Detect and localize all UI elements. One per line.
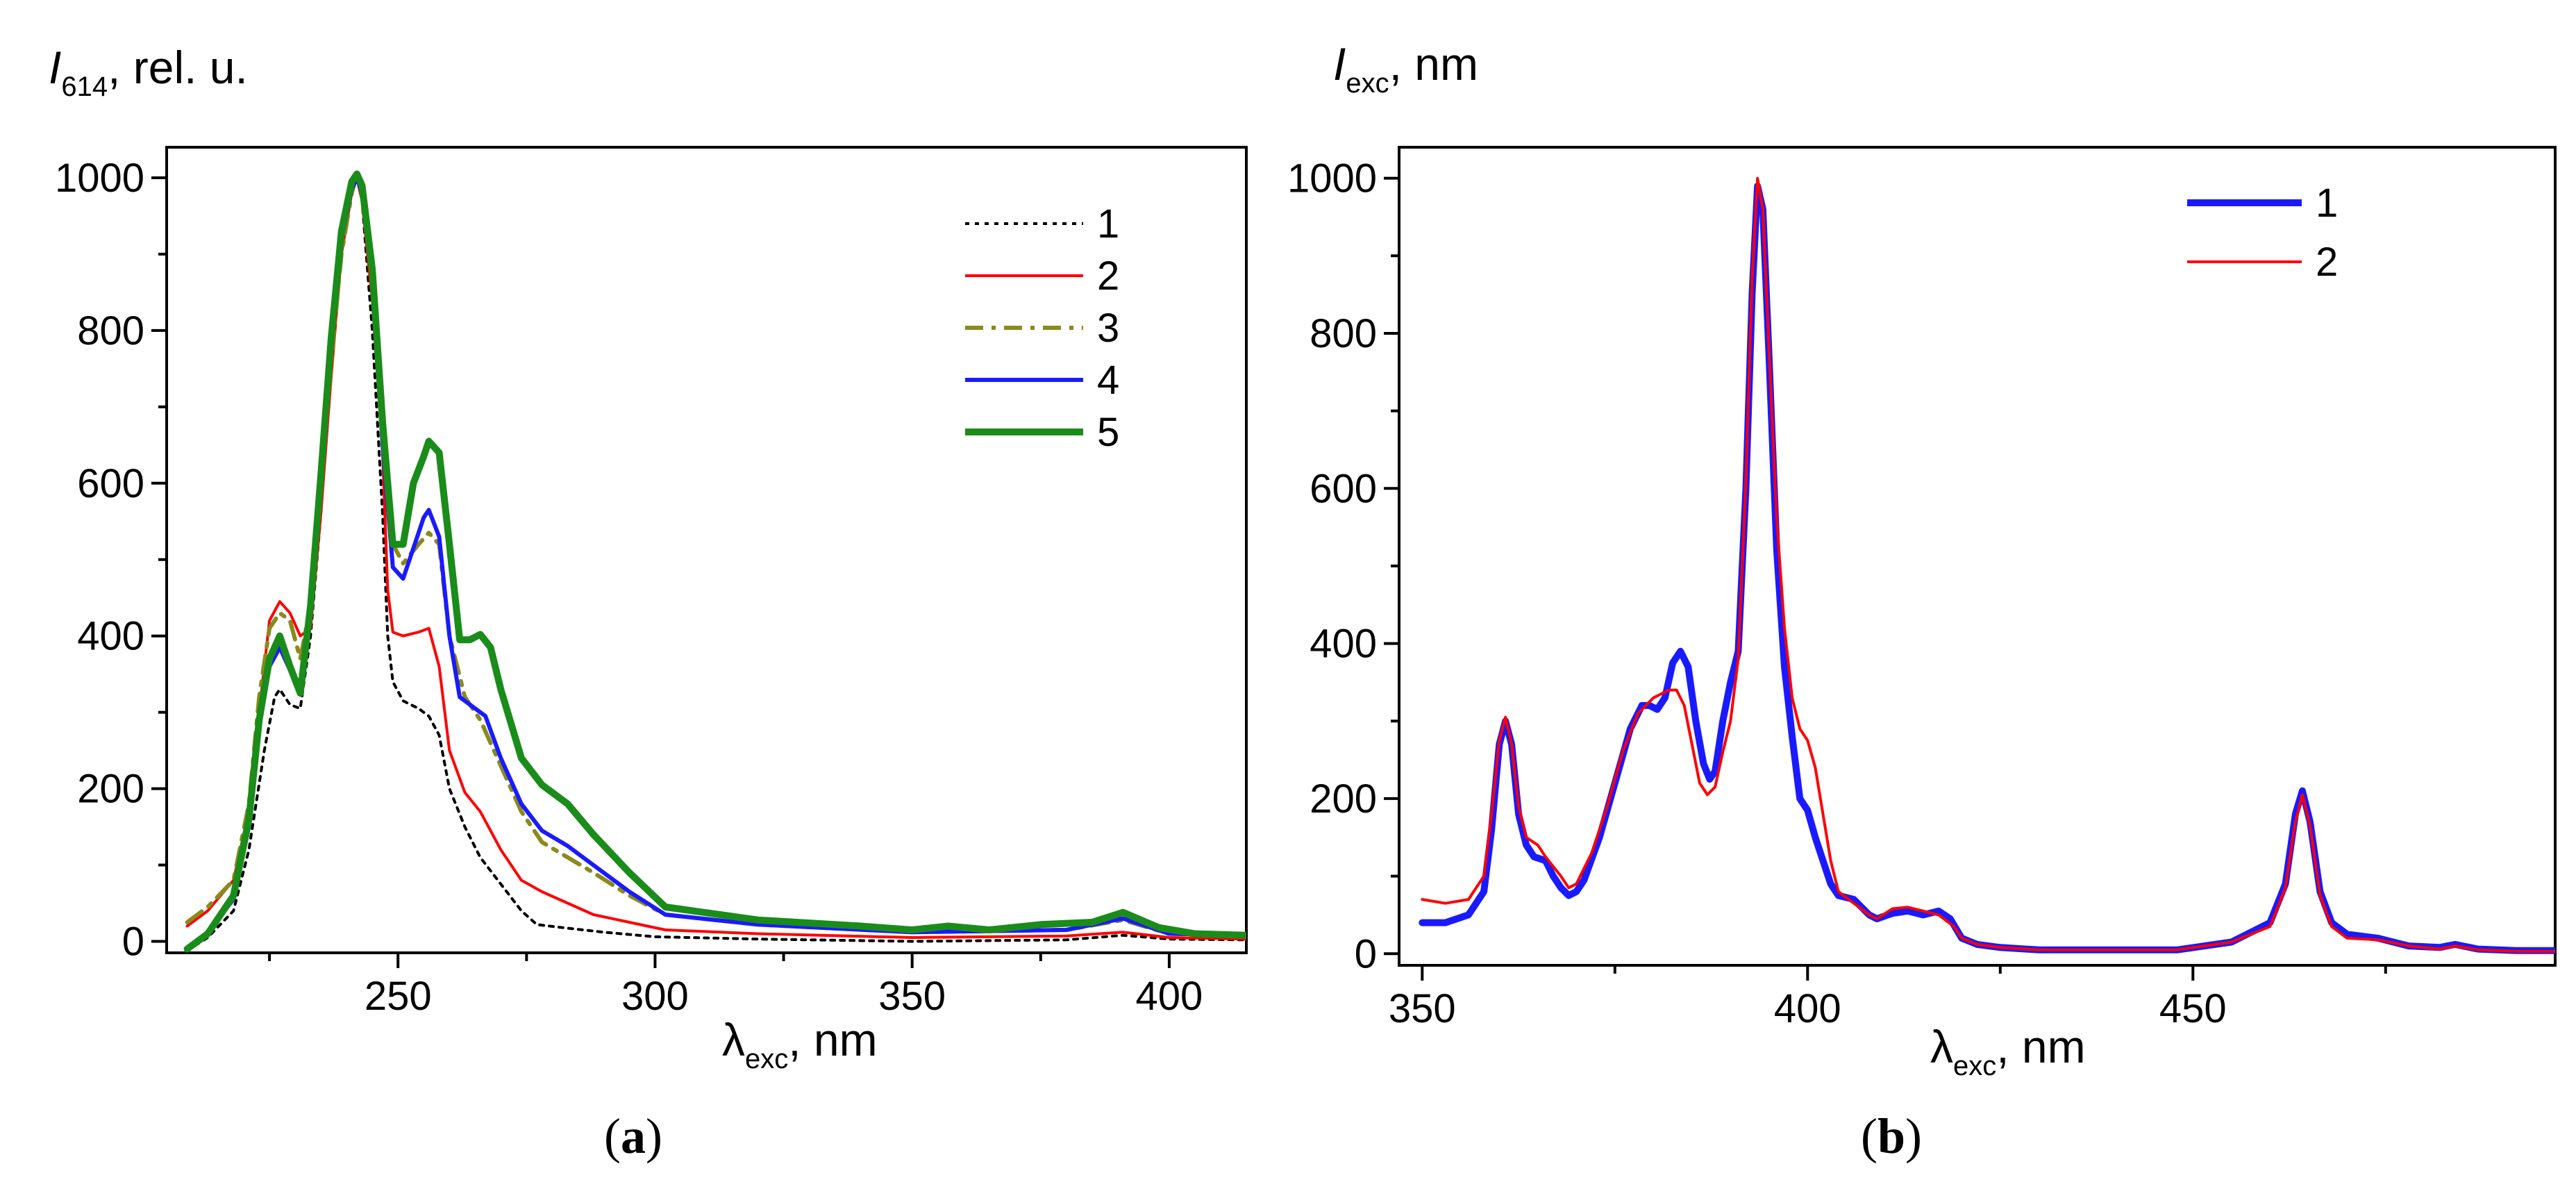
panel-b-y-axis-title: Iexc, nm — [1333, 38, 1478, 99]
x-tick-label: 250 — [365, 974, 432, 1019]
x-tick-label: 400 — [1774, 986, 1841, 1031]
panel-a-x-ticks: 250 300 350 400 — [268, 953, 1203, 1019]
panel-b-x-ticks: 350 400 450 — [1389, 965, 2387, 1031]
y-tick-label: 600 — [1310, 466, 1377, 511]
y-tick-label: 400 — [77, 614, 144, 659]
legend-label-1: 1 — [2316, 181, 2338, 226]
legend-label-5: 5 — [1097, 410, 1119, 455]
panel-b-legend: 12 — [2187, 181, 2338, 285]
x-tick-label: 450 — [2159, 986, 2227, 1031]
series-line-3 — [185, 172, 1246, 938]
panel-a-y-ticks: 0 200 400 600 800 1000 — [55, 156, 167, 965]
panel-a-label: (a) — [604, 1108, 662, 1164]
x-tick-label: 350 — [1389, 986, 1456, 1031]
y-tick-label: 0 — [122, 919, 144, 965]
legend-label-2: 2 — [1097, 253, 1119, 299]
panel-b-y-ticks: 0 200 400 600 800 1000 — [1287, 156, 1399, 976]
panel-a: 250 300 350 400 0 200 400 600 800 1000 1 2 3 4 5 I61… — [49, 42, 1248, 1164]
y-tick-label: 1000 — [55, 156, 144, 201]
panel-a-plot-frame — [165, 146, 1248, 954]
x-tick-label: 350 — [878, 974, 946, 1019]
series-line-5 — [183, 170, 1246, 953]
panel-a-series — [183, 170, 1246, 953]
panel-b-series — [1419, 176, 2555, 954]
y-tick-label: 600 — [77, 461, 144, 506]
y-tick-label: 800 — [77, 308, 144, 353]
y-tick-label: 200 — [77, 767, 144, 812]
x-tick-label: 300 — [621, 974, 689, 1019]
series-line-2 — [1421, 176, 2555, 953]
legend-label-3: 3 — [1097, 306, 1119, 351]
legend-label-4: 4 — [1097, 358, 1119, 403]
y-tick-label: 400 — [1310, 622, 1377, 667]
panel-b-x-axis-title: λexc, nm — [1930, 1021, 2086, 1081]
series-line-4 — [185, 176, 1246, 950]
panel-b-plot-frame — [1398, 146, 2557, 967]
y-tick-label: 800 — [1310, 311, 1377, 356]
panel-b-label: (b) — [1861, 1108, 1922, 1164]
panel-a-legend: 1 2 3 4 5 — [965, 201, 1119, 455]
legend-label-2: 2 — [2316, 240, 2338, 285]
y-tick-label: 0 — [1355, 931, 1377, 976]
series-line-1 — [1419, 182, 2555, 954]
legend-label-1: 1 — [1097, 201, 1119, 247]
panel-a-y-axis-title: I614, rel. u. — [49, 42, 248, 102]
panel-a-x-axis-title: λexc, nm — [722, 1014, 878, 1074]
y-tick-label: 1000 — [1287, 156, 1377, 201]
x-tick-label: 400 — [1136, 974, 1203, 1019]
series-line-1 — [185, 176, 1246, 952]
series-line-2 — [185, 176, 1246, 941]
y-tick-label: 200 — [1310, 776, 1377, 822]
